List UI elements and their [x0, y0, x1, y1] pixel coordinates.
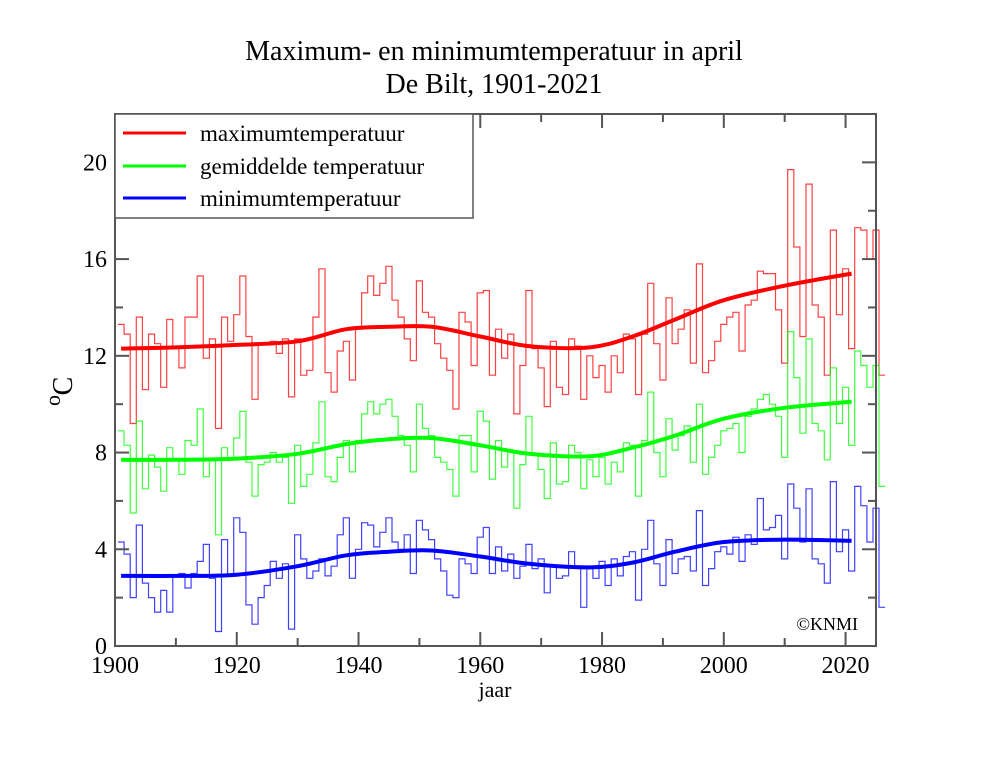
- x-tick-label: 1980: [578, 653, 626, 679]
- credit-label: ©KNMI: [796, 614, 858, 634]
- x-tick-label: 1940: [335, 653, 383, 679]
- series-steps-1: [118, 331, 886, 536]
- x-tick-label: 2000: [700, 653, 748, 679]
- legend-label-min: minimumtemperatuur: [200, 186, 401, 211]
- x-tick-label: 1900: [91, 653, 139, 679]
- series-steps-0: [118, 169, 886, 429]
- x-tick-label: 2020: [822, 653, 870, 679]
- y-tick-label: 4: [95, 537, 107, 563]
- y-axis-label: C o: [40, 377, 79, 406]
- x-axis-label: jaar: [478, 677, 513, 702]
- plot-frame: [114, 113, 877, 647]
- ticks-layer: 1900 1920 1940 1960 1980 2000 2020 0 4 8 12 16 20: [83, 114, 876, 679]
- x-tick-label: 1960: [456, 653, 504, 679]
- chart-subtitle: De Bilt, 1901-2021: [386, 69, 603, 100]
- y-axis-label-degree: o: [40, 395, 65, 406]
- series-steps-2: [118, 481, 886, 633]
- y-tick-label: 0: [95, 634, 107, 660]
- series-trend-2: [121, 537, 852, 578]
- legend: maximumtemperatuur gemiddelde temperatuu…: [114, 113, 474, 219]
- chart-title: Maximum- en minimumtemperatuur in april: [245, 36, 743, 67]
- y-tick-label: 8: [95, 441, 107, 467]
- y-tick-label: 20: [83, 150, 107, 176]
- data-layer: [118, 169, 886, 633]
- legend-label-mean: gemiddelde temperatuur: [200, 154, 425, 179]
- x-tick-label: 1920: [213, 653, 261, 679]
- legend-label-max: maximumtemperatuur: [200, 121, 405, 146]
- y-tick-label: 12: [83, 344, 107, 370]
- y-tick-label: 16: [83, 247, 107, 273]
- series-trend-1: [121, 399, 852, 462]
- series-trend-0: [121, 271, 852, 351]
- y-axis-label-main: C: [48, 377, 79, 396]
